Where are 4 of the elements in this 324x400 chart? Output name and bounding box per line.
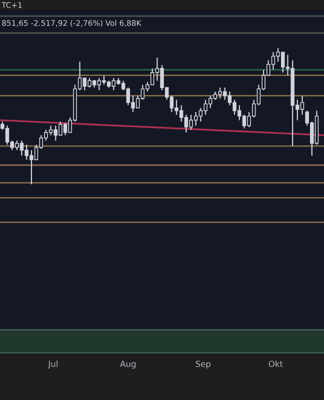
x-tick-label: Okt: [268, 360, 283, 368]
x-tick-label: Sep: [196, 360, 210, 369]
x-tick-label: Jul: [48, 360, 58, 369]
x-tick-label: Aug: [120, 360, 136, 369]
